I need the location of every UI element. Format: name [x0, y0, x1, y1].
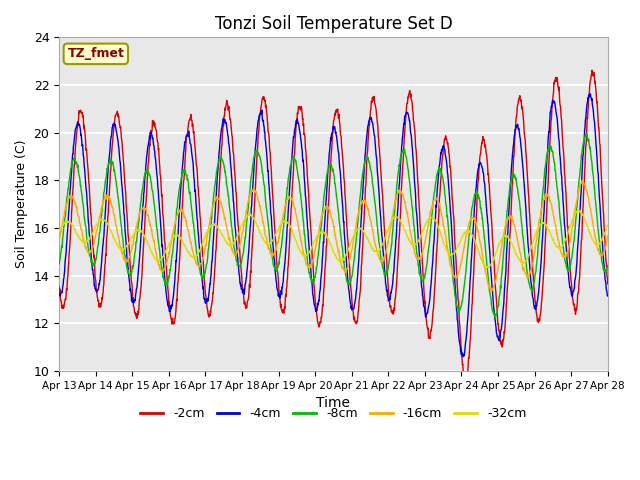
Title: Tonzi Soil Temperature Set D: Tonzi Soil Temperature Set D — [214, 15, 452, 33]
X-axis label: Time: Time — [316, 396, 351, 410]
Y-axis label: Soil Temperature (C): Soil Temperature (C) — [15, 140, 28, 268]
Legend: -2cm, -4cm, -8cm, -16cm, -32cm: -2cm, -4cm, -8cm, -16cm, -32cm — [136, 402, 531, 425]
Text: TZ_fmet: TZ_fmet — [67, 48, 124, 60]
